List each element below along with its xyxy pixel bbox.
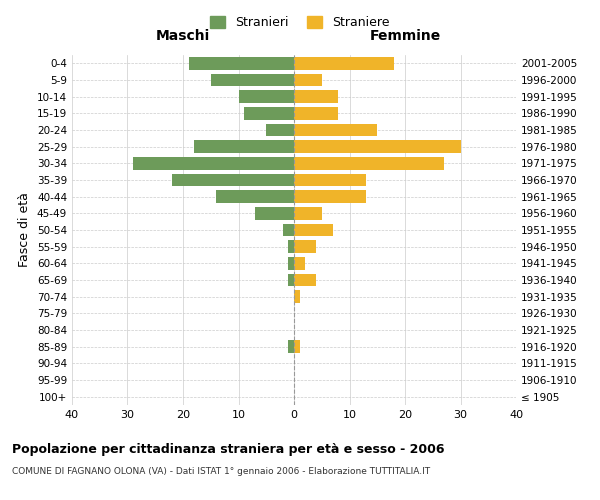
- Bar: [294, 140, 461, 153]
- Bar: [194, 140, 294, 153]
- Bar: [294, 107, 338, 120]
- Bar: [294, 57, 394, 70]
- Bar: [289, 340, 294, 353]
- Bar: [283, 224, 294, 236]
- Bar: [266, 124, 294, 136]
- Bar: [172, 174, 294, 186]
- Bar: [294, 74, 322, 86]
- Text: Maschi: Maschi: [156, 30, 210, 44]
- Bar: [294, 290, 299, 303]
- Bar: [294, 340, 299, 353]
- Bar: [294, 124, 377, 136]
- Text: Popolazione per cittadinanza straniera per età e sesso - 2006: Popolazione per cittadinanza straniera p…: [12, 442, 445, 456]
- Bar: [294, 174, 366, 186]
- Bar: [294, 240, 316, 253]
- Bar: [133, 157, 294, 170]
- Bar: [294, 274, 316, 286]
- Bar: [211, 74, 294, 86]
- Bar: [244, 107, 294, 120]
- Bar: [289, 240, 294, 253]
- Bar: [255, 207, 294, 220]
- Bar: [217, 190, 294, 203]
- Legend: Stranieri, Straniere: Stranieri, Straniere: [205, 11, 395, 34]
- Bar: [294, 224, 333, 236]
- Bar: [294, 157, 444, 170]
- Bar: [188, 57, 294, 70]
- Bar: [294, 190, 366, 203]
- Bar: [294, 90, 338, 103]
- Bar: [289, 257, 294, 270]
- Text: COMUNE DI FAGNANO OLONA (VA) - Dati ISTAT 1° gennaio 2006 - Elaborazione TUTTITA: COMUNE DI FAGNANO OLONA (VA) - Dati ISTA…: [12, 468, 430, 476]
- Bar: [294, 257, 305, 270]
- Bar: [239, 90, 294, 103]
- Text: Femmine: Femmine: [370, 30, 440, 44]
- Bar: [289, 274, 294, 286]
- Y-axis label: Fasce di età: Fasce di età: [19, 192, 31, 268]
- Y-axis label: Anni di nascita: Anni di nascita: [597, 184, 600, 276]
- Bar: [294, 207, 322, 220]
